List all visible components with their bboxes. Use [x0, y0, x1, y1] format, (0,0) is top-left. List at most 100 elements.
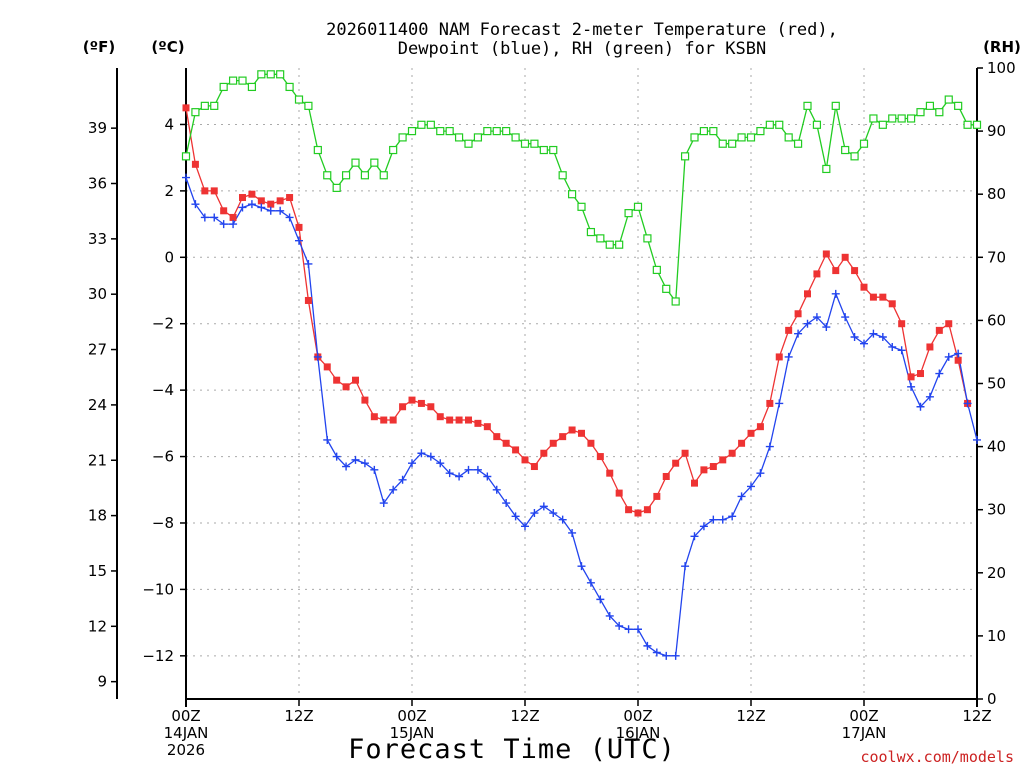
x-tick-day-label: 16JAN [616, 724, 661, 742]
temperature-point [474, 419, 482, 427]
fahrenheit-tick-label: 30 [88, 285, 107, 303]
x-tick-day-label: 17JAN [842, 724, 887, 742]
temperature-point [926, 343, 934, 351]
celsius-tick-label: −4 [152, 381, 174, 399]
rh-point [643, 234, 652, 243]
dewpoint-point [417, 449, 426, 458]
rh-point [539, 145, 548, 155]
dewpoint-point [370, 465, 379, 474]
temperature-point [945, 320, 953, 328]
rh-point [765, 120, 774, 129]
temperature-point [286, 194, 294, 202]
temperature-point [625, 506, 633, 514]
rh-point [370, 158, 379, 167]
dewpoint-point [850, 333, 859, 342]
rh-point [841, 145, 850, 155]
rh-point [483, 126, 492, 136]
dewpoint-point [812, 313, 821, 322]
series-line-dewpoint [185, 177, 978, 657]
dewpoint-point [888, 342, 897, 351]
dewpoint-point [728, 512, 737, 521]
rh-tick-label: 90 [987, 122, 1006, 140]
rh-point [869, 114, 878, 123]
temperature-point [417, 399, 425, 407]
temperature-point [361, 396, 369, 404]
dewpoint-point [775, 399, 784, 408]
dewpoint-point [737, 492, 746, 501]
temperature-point [436, 413, 444, 421]
dewpoint-point [652, 648, 661, 657]
dewpoint-point [586, 578, 595, 587]
x-tick-year-label: 2026 [167, 741, 205, 759]
rh-point [454, 133, 464, 142]
temperature-point [304, 296, 312, 304]
dewpoint-point [822, 323, 831, 332]
dewpoint-point [671, 651, 680, 660]
dewpoint-point [492, 485, 501, 494]
rh-point [567, 190, 577, 199]
celsius-tick-label: 4 [164, 115, 174, 133]
rh-tick-label: 70 [987, 248, 1006, 266]
rh-point [445, 126, 454, 136]
rh-point [624, 209, 633, 218]
dewpoint-point [247, 200, 256, 209]
dewpoint-point [954, 349, 963, 358]
dewpoint-point [200, 213, 209, 222]
rh-point [285, 82, 294, 92]
temperature-point [342, 383, 350, 391]
temperature-point [182, 104, 190, 112]
temperature-point [276, 197, 284, 205]
dewpoint-point [973, 435, 981, 444]
temperature-point [766, 399, 774, 407]
dewpoint-point [351, 455, 360, 464]
temperature-point [512, 446, 520, 454]
dewpoint-point [925, 392, 934, 401]
temperature-point [530, 463, 538, 471]
dewpoint-point [323, 435, 332, 444]
dewpoint-point [963, 399, 972, 408]
rh-point [906, 114, 916, 123]
dewpoint-point [709, 515, 718, 524]
dewpoint-point [803, 319, 812, 328]
temperature-point [399, 403, 407, 411]
dewpoint-point [229, 220, 238, 229]
celsius-tick-label: −10 [142, 580, 174, 598]
x-tick-label: 00Z [849, 707, 878, 725]
dewpoint-point [897, 346, 906, 355]
rh-point [238, 76, 247, 85]
x-tick-label: 00Z [171, 707, 200, 725]
temperature-point [691, 479, 698, 487]
dewpoint-point [313, 352, 322, 361]
fahrenheit-tick-label: 36 [88, 174, 107, 192]
temperature-point [323, 363, 331, 371]
rh-point [379, 171, 388, 180]
temperature-point [248, 190, 256, 198]
fahrenheit-tick-label: 15 [88, 562, 107, 580]
temperature-point [559, 433, 567, 441]
dewpoint-point [681, 562, 690, 571]
temperature-point [898, 320, 906, 328]
temperature-point [643, 506, 651, 514]
dewpoint-point [502, 499, 511, 508]
rh-point [822, 164, 831, 174]
celsius-tick-label: 0 [164, 248, 174, 266]
rh-point [210, 101, 219, 110]
temperature-point [210, 187, 218, 195]
dewpoint-point [360, 459, 369, 468]
dewpoint-point [869, 329, 878, 338]
rh-point [360, 171, 370, 180]
rh-point [332, 183, 341, 192]
dewpoint-point [266, 206, 275, 215]
temperature-point [756, 423, 764, 431]
dewpoint-point [756, 469, 765, 478]
x-tick-label: 00Z [397, 707, 426, 725]
temperature-point [239, 194, 246, 202]
dewpoint-point [878, 333, 887, 342]
dewpoint-point [794, 329, 803, 338]
x-tick-label: 12Z [284, 707, 313, 725]
dewpoint-point [511, 512, 520, 521]
axes [111, 67, 983, 707]
rh-point [709, 126, 718, 136]
celsius-tick-label: −8 [152, 514, 174, 532]
